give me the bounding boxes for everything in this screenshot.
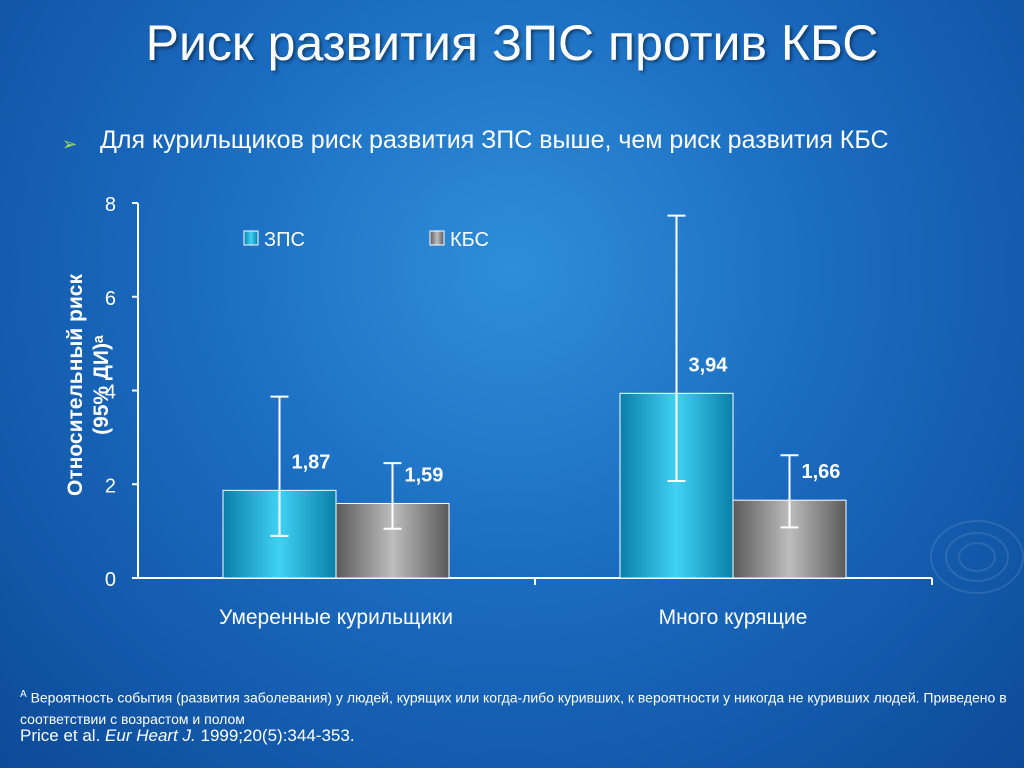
legend-swatch xyxy=(243,230,259,246)
legend-label: КБС xyxy=(450,229,489,251)
footnote-text: Вероятность события (развития заболевани… xyxy=(20,689,1007,727)
citation-journal: Eur Heart J. xyxy=(105,726,196,745)
bullet-text: Для курильщиков риск развития ЗПС выше, … xyxy=(100,126,889,154)
data-label: 1,87 xyxy=(292,451,331,473)
y-tick-label: 8 xyxy=(105,194,116,216)
data-label: 3,94 xyxy=(689,354,729,376)
y-axis-label-line1: Относительный риск xyxy=(64,274,87,496)
legend-label: ЗПС xyxy=(264,229,305,251)
slide-title: Риск развития ЗПС против КБС xyxy=(145,15,879,71)
x-category-label: Умеренные курильщики xyxy=(219,606,453,629)
footnote-marker: A xyxy=(20,689,27,700)
data-label: 1,59 xyxy=(405,464,444,486)
decorative-ripple xyxy=(945,532,1009,582)
bullet-arrow-icon: ➢ xyxy=(62,134,78,154)
decorative-ripple xyxy=(958,542,996,572)
citation-ref: 1999;20(5):344-353. xyxy=(200,726,355,745)
y-tick-label: 4 xyxy=(105,382,116,404)
data-label: 1,66 xyxy=(802,461,841,483)
decorative-ripple xyxy=(930,520,1024,594)
y-tick-label: 2 xyxy=(105,475,116,497)
footnote: A Вероятность события (развития заболева… xyxy=(20,684,1010,730)
y-tick-label: 0 xyxy=(105,569,116,591)
citation: Price et al. Eur Heart J. 1999;20(5):344… xyxy=(20,726,355,746)
legend-swatch xyxy=(429,230,445,246)
x-category-label: Много курящие xyxy=(659,606,808,629)
citation-authors: Price et al. xyxy=(20,726,101,745)
y-axis-label-line2: (95% ДИ)ᵃ xyxy=(90,335,113,435)
y-tick-label: 6 xyxy=(105,288,116,310)
